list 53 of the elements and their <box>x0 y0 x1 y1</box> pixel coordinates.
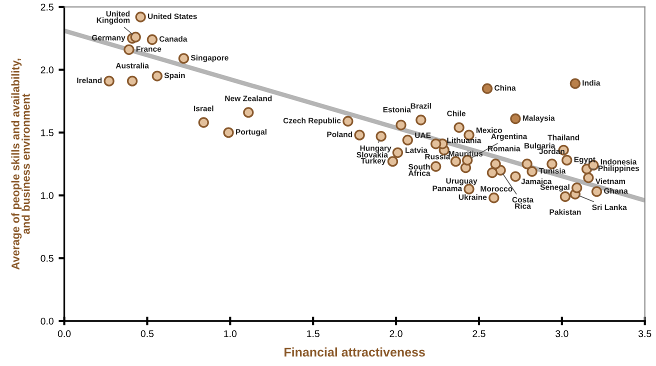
point <box>104 76 114 86</box>
x-axis-title: Financial attractiveness <box>284 347 425 357</box>
point <box>126 76 138 86</box>
point <box>387 156 398 167</box>
point <box>591 186 602 197</box>
point <box>450 156 462 167</box>
x-tick-label: 0.5 <box>140 330 154 338</box>
point <box>124 44 134 55</box>
point <box>562 154 572 166</box>
point <box>146 34 158 45</box>
point <box>510 171 521 182</box>
point <box>198 117 209 128</box>
point <box>488 192 500 204</box>
point <box>560 191 571 202</box>
x-tick-label: 2.0 <box>390 330 402 338</box>
point <box>342 116 354 127</box>
point <box>486 167 498 178</box>
y-axis-title: Average of people skills and availability, and business environment <box>11 58 30 270</box>
y-tick-label: 2.5 <box>40 4 54 11</box>
point <box>430 138 442 150</box>
point <box>522 158 532 170</box>
point <box>572 182 582 194</box>
point <box>396 120 406 130</box>
y-tick-label: 1.0 <box>41 192 54 199</box>
x-tick-label: 1.0 <box>224 330 237 338</box>
point <box>392 147 404 158</box>
y-tick-label: 2.0 <box>40 66 54 74</box>
point <box>376 131 386 142</box>
y-tick-label: 0.5 <box>40 254 54 262</box>
x-tick-label: 3.0 <box>556 330 568 338</box>
point <box>178 53 190 64</box>
point <box>416 114 426 126</box>
point <box>526 166 538 177</box>
x-tick-label: 1.5 <box>307 330 320 338</box>
point <box>570 78 581 89</box>
x-tick-label: 3.5 <box>638 330 652 338</box>
point <box>430 161 442 172</box>
point <box>152 70 163 82</box>
x-tick-label: 0.0 <box>58 330 71 338</box>
point <box>482 83 493 94</box>
point <box>510 113 521 124</box>
point <box>130 32 141 42</box>
point <box>135 12 146 22</box>
point <box>243 107 254 118</box>
point <box>490 158 501 170</box>
point <box>354 130 365 140</box>
point <box>223 127 234 138</box>
point <box>402 134 413 146</box>
x-tick-label: 2.5 <box>472 330 486 338</box>
point <box>454 122 464 133</box>
y-tick-label: 1.5 <box>41 129 54 136</box>
y-tick-label: 0.0 <box>40 318 54 325</box>
point <box>583 172 594 184</box>
